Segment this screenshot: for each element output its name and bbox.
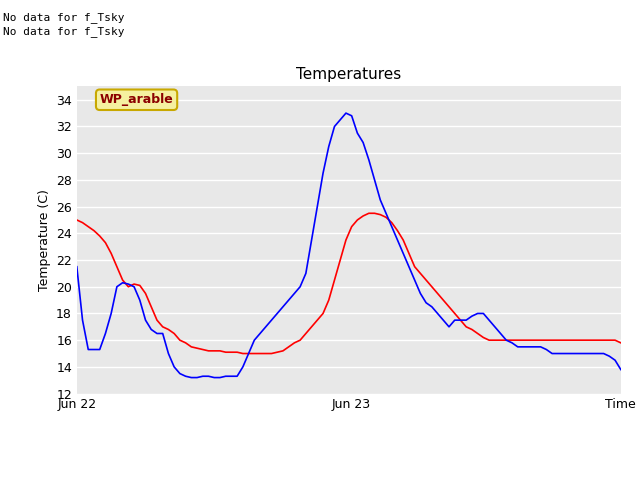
Text: No data for f_Tsky: No data for f_Tsky (3, 12, 125, 23)
Title: Temperatures: Temperatures (296, 68, 401, 83)
Y-axis label: Temperature (C): Temperature (C) (38, 189, 51, 291)
Text: No data for f_Tsky: No data for f_Tsky (3, 26, 125, 37)
Legend: Tair, Tsurf: Tair, Tsurf (265, 478, 433, 480)
Text: WP_arable: WP_arable (100, 93, 173, 106)
